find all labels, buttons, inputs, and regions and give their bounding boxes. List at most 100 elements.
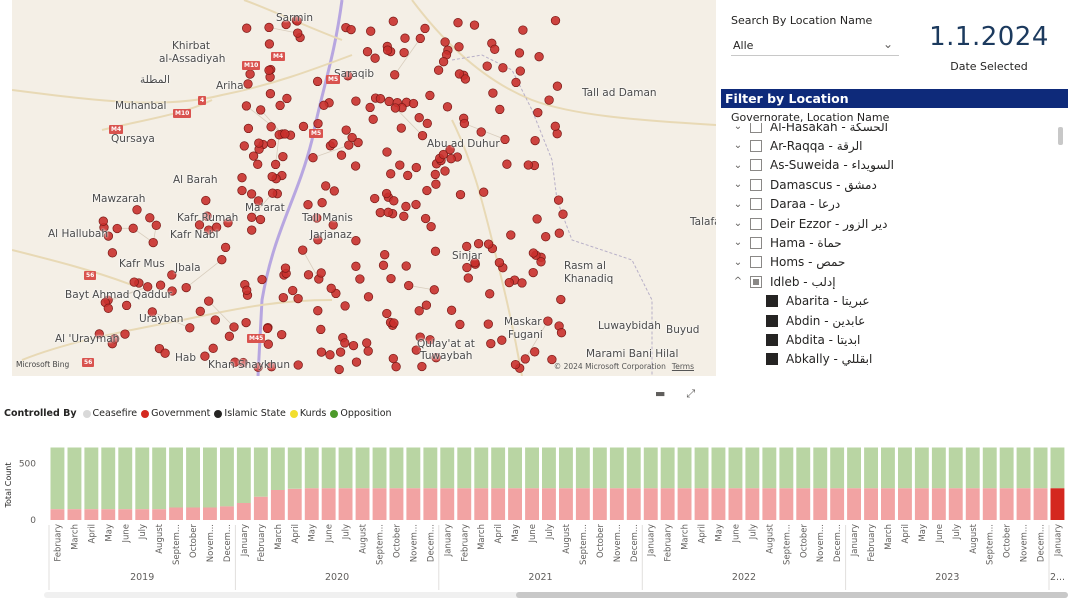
map-location-marker[interactable] [155, 280, 166, 290]
bar-opposition[interactable] [592, 447, 607, 489]
map-location-marker[interactable] [167, 286, 177, 296]
map-location-marker[interactable] [421, 300, 432, 310]
bar-opposition[interactable] [948, 447, 963, 489]
map-location-marker[interactable] [454, 42, 464, 52]
bar-government[interactable] [1050, 488, 1065, 520]
map-location-marker[interactable] [382, 45, 393, 55]
map-location-marker[interactable] [523, 160, 533, 170]
slicer-governorate-row[interactable]: ⌄ Damascus - دمشق [726, 175, 877, 194]
bar-opposition[interactable] [491, 447, 506, 489]
map-location-marker[interactable] [400, 33, 410, 43]
bar-government[interactable] [457, 488, 472, 520]
bar-opposition[interactable] [542, 447, 556, 489]
map-location-marker[interactable] [293, 360, 303, 370]
map-location-marker[interactable] [486, 338, 496, 349]
location-dropdown[interactable]: Alle ⌄ [731, 34, 899, 56]
map-location-marker[interactable] [313, 118, 323, 129]
bar-government[interactable] [508, 488, 522, 520]
bar-opposition[interactable] [508, 447, 522, 489]
bar-opposition[interactable] [762, 447, 777, 489]
map-location-marker[interactable] [462, 241, 472, 252]
map-location-marker[interactable] [120, 329, 130, 339]
bar-government[interactable] [898, 488, 912, 520]
bar-opposition[interactable] [677, 447, 692, 489]
slicer-governorate-row[interactable]: ⌄ Hama - حماة [726, 233, 842, 252]
map-location-marker[interactable] [347, 132, 357, 143]
map-location-marker[interactable] [313, 306, 323, 316]
map-location-marker[interactable] [455, 189, 466, 200]
map-location-marker[interactable] [495, 104, 505, 115]
map-location-marker[interactable] [426, 221, 436, 232]
map-location-marker[interactable] [253, 159, 263, 169]
map-location-marker[interactable] [518, 25, 528, 35]
bar-opposition[interactable] [304, 447, 319, 489]
map-location-marker[interactable] [308, 153, 318, 163]
bar-opposition[interactable] [253, 447, 268, 497]
bar-government[interactable] [745, 488, 760, 520]
bar-opposition[interactable] [440, 447, 455, 489]
map-location-marker[interactable] [248, 151, 259, 161]
bar-opposition[interactable] [321, 447, 336, 489]
map-location-marker[interactable] [340, 338, 350, 348]
map-location-marker[interactable] [390, 103, 401, 113]
map-location-marker[interactable] [375, 94, 386, 104]
map-location-marker[interactable] [312, 76, 323, 87]
map-location-marker[interactable] [350, 161, 361, 171]
map-location-marker[interactable] [343, 71, 353, 81]
map-location-marker[interactable] [415, 33, 425, 44]
bar-opposition[interactable] [152, 447, 167, 510]
map-location-marker[interactable] [390, 70, 400, 80]
map-location-marker[interactable] [511, 77, 521, 88]
map-location-marker[interactable] [316, 347, 327, 357]
bar-government[interactable] [762, 488, 777, 520]
bar-government[interactable] [609, 488, 624, 520]
bar-government[interactable] [626, 488, 641, 520]
map-location-marker[interactable] [494, 257, 505, 268]
map-location-marker[interactable] [514, 48, 525, 58]
map-location-marker[interactable] [460, 74, 471, 84]
map-location-marker[interactable] [316, 268, 326, 278]
map-location-marker[interactable] [550, 15, 561, 26]
map-location-marker[interactable] [497, 335, 507, 345]
bar-government[interactable] [711, 488, 726, 520]
bar-government[interactable] [830, 488, 845, 520]
bar-government[interactable] [677, 488, 692, 520]
map-location-marker[interactable] [438, 149, 449, 160]
bar-government[interactable] [491, 488, 506, 520]
bar-opposition[interactable] [864, 447, 878, 489]
map-location-marker[interactable] [411, 345, 421, 355]
map-location-marker[interactable] [470, 258, 480, 268]
map-location-marker[interactable] [453, 18, 463, 28]
map-location-marker[interactable] [455, 319, 465, 330]
map-location-marker[interactable] [277, 329, 287, 340]
bar-government[interactable] [864, 488, 878, 520]
map-location-marker[interactable] [386, 273, 396, 284]
map-location-marker[interactable] [425, 90, 435, 101]
location-slicer[interactable]: ⌄ Al-Hasakah - الحسكة ⌄ Ar-Raqqa - الرقة ⌄ As… [726, 123, 1056, 371]
bar-opposition[interactable] [1050, 447, 1065, 489]
map-location-marker[interactable] [411, 162, 421, 173]
bar-government[interactable] [813, 488, 828, 520]
slicer-location-row[interactable]: Abdita - ابديتا [766, 330, 860, 349]
map-location-marker[interactable] [325, 350, 335, 360]
chevron-down-icon[interactable]: ⌄ [882, 37, 893, 51]
chevron-down-icon[interactable]: ⌄ [733, 159, 743, 171]
bar-opposition[interactable] [457, 447, 472, 489]
map-location-marker[interactable] [353, 137, 363, 148]
bar-government[interactable] [101, 509, 116, 520]
map-location-marker[interactable] [264, 22, 274, 33]
map-canvas[interactable] [12, 0, 716, 376]
slicer-governorate-row[interactable]: ⌄ Daraa - درعا [726, 195, 840, 214]
map-location-marker[interactable] [388, 353, 398, 364]
bar-government[interactable] [186, 507, 200, 521]
map-location-marker[interactable] [388, 16, 398, 26]
bar-opposition[interactable] [559, 447, 573, 489]
map-location-marker[interactable] [264, 39, 275, 49]
checkbox[interactable] [766, 333, 778, 346]
map-location-marker[interactable] [440, 37, 450, 47]
map-location-marker[interactable] [237, 173, 247, 183]
map-location-marker[interactable] [237, 185, 247, 196]
map-location-marker[interactable] [313, 235, 323, 245]
map-location-marker[interactable] [476, 127, 486, 137]
slicer-governorate-row[interactable]: ⌄ Al-Hasakah - الحسكة [726, 123, 888, 136]
